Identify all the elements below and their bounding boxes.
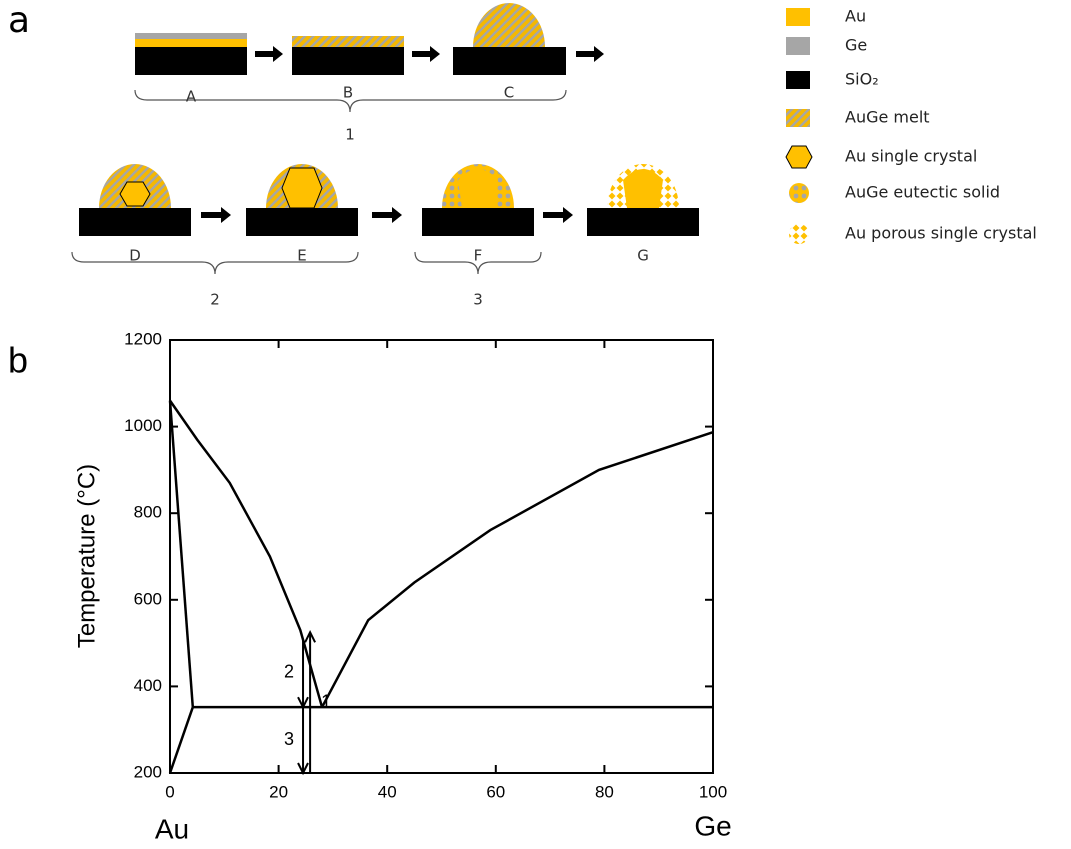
legend-label: Au single crystal <box>845 147 977 166</box>
y-tick-label: 1200 <box>124 329 162 348</box>
y-axis-title: Temperature (°C) <box>73 464 100 648</box>
legend-label: Au <box>845 7 866 26</box>
phase-boundary <box>170 401 193 708</box>
melt-droplet <box>473 3 545 47</box>
crystal <box>458 169 498 208</box>
au-layer <box>135 39 247 47</box>
phase-boundary <box>170 401 322 708</box>
panel-b: b Temperature (°C) Au Ge 0 20 40 60 80 100 200… <box>8 329 732 844</box>
x-tick-label: 80 <box>595 782 614 801</box>
x-tick-label: 100 <box>699 782 727 801</box>
step-label: C <box>504 84 514 102</box>
arrow-label: 2 <box>284 662 294 682</box>
x-end-label: Ge <box>694 810 731 841</box>
legend-label: Ge <box>845 36 867 55</box>
x-tick-label: 20 <box>269 782 288 801</box>
group-label: 3 <box>473 291 483 309</box>
crystal <box>120 182 150 206</box>
step-label: D <box>129 247 141 265</box>
figure: a <box>0 0 1071 849</box>
legend-label: SiO₂ <box>845 70 879 89</box>
crystal <box>623 169 663 208</box>
y-tick-label: 400 <box>134 676 162 695</box>
substrate <box>422 208 534 236</box>
step-label: F <box>474 247 483 265</box>
phase-boundary <box>322 432 713 707</box>
y-tick-label: 800 <box>134 503 162 522</box>
y-tick-label: 200 <box>134 762 162 781</box>
step-label: G <box>637 247 649 265</box>
arrow-label: 1 <box>321 691 331 711</box>
substrate <box>587 208 699 236</box>
group-label: 1 <box>345 126 355 144</box>
x-tick-label: 40 <box>378 782 397 801</box>
legend-label: AuGe melt <box>845 108 930 127</box>
melt-layer <box>292 36 404 47</box>
substrate <box>79 208 191 236</box>
ge-layer <box>135 33 247 39</box>
panel-a: a <box>8 0 1037 309</box>
panel-label: b <box>8 340 28 381</box>
substrate <box>292 47 404 75</box>
step-label: E <box>297 247 306 265</box>
step-label: A <box>186 88 197 106</box>
arrow-label: 3 <box>284 729 294 749</box>
y-tick-label: 600 <box>134 589 162 608</box>
y-tick-label: 1000 <box>124 416 162 435</box>
step-label: B <box>343 84 353 102</box>
x-tick-label: 0 <box>165 782 174 801</box>
substrate <box>453 47 566 75</box>
substrate <box>246 208 358 236</box>
x-end-label: Au <box>155 813 189 844</box>
crystal <box>282 168 322 208</box>
legend-label: Au porous single crystal <box>845 224 1037 243</box>
substrate <box>135 47 247 75</box>
legend-label: AuGe eutectic solid <box>845 183 1000 202</box>
group-label: 2 <box>210 291 220 309</box>
x-tick-label: 60 <box>486 782 505 801</box>
panel-label: a <box>8 0 30 41</box>
legend: Au Ge SiO₂ AuGe melt Au single crystal A… <box>786 7 1037 245</box>
phase-boundary <box>170 707 193 773</box>
